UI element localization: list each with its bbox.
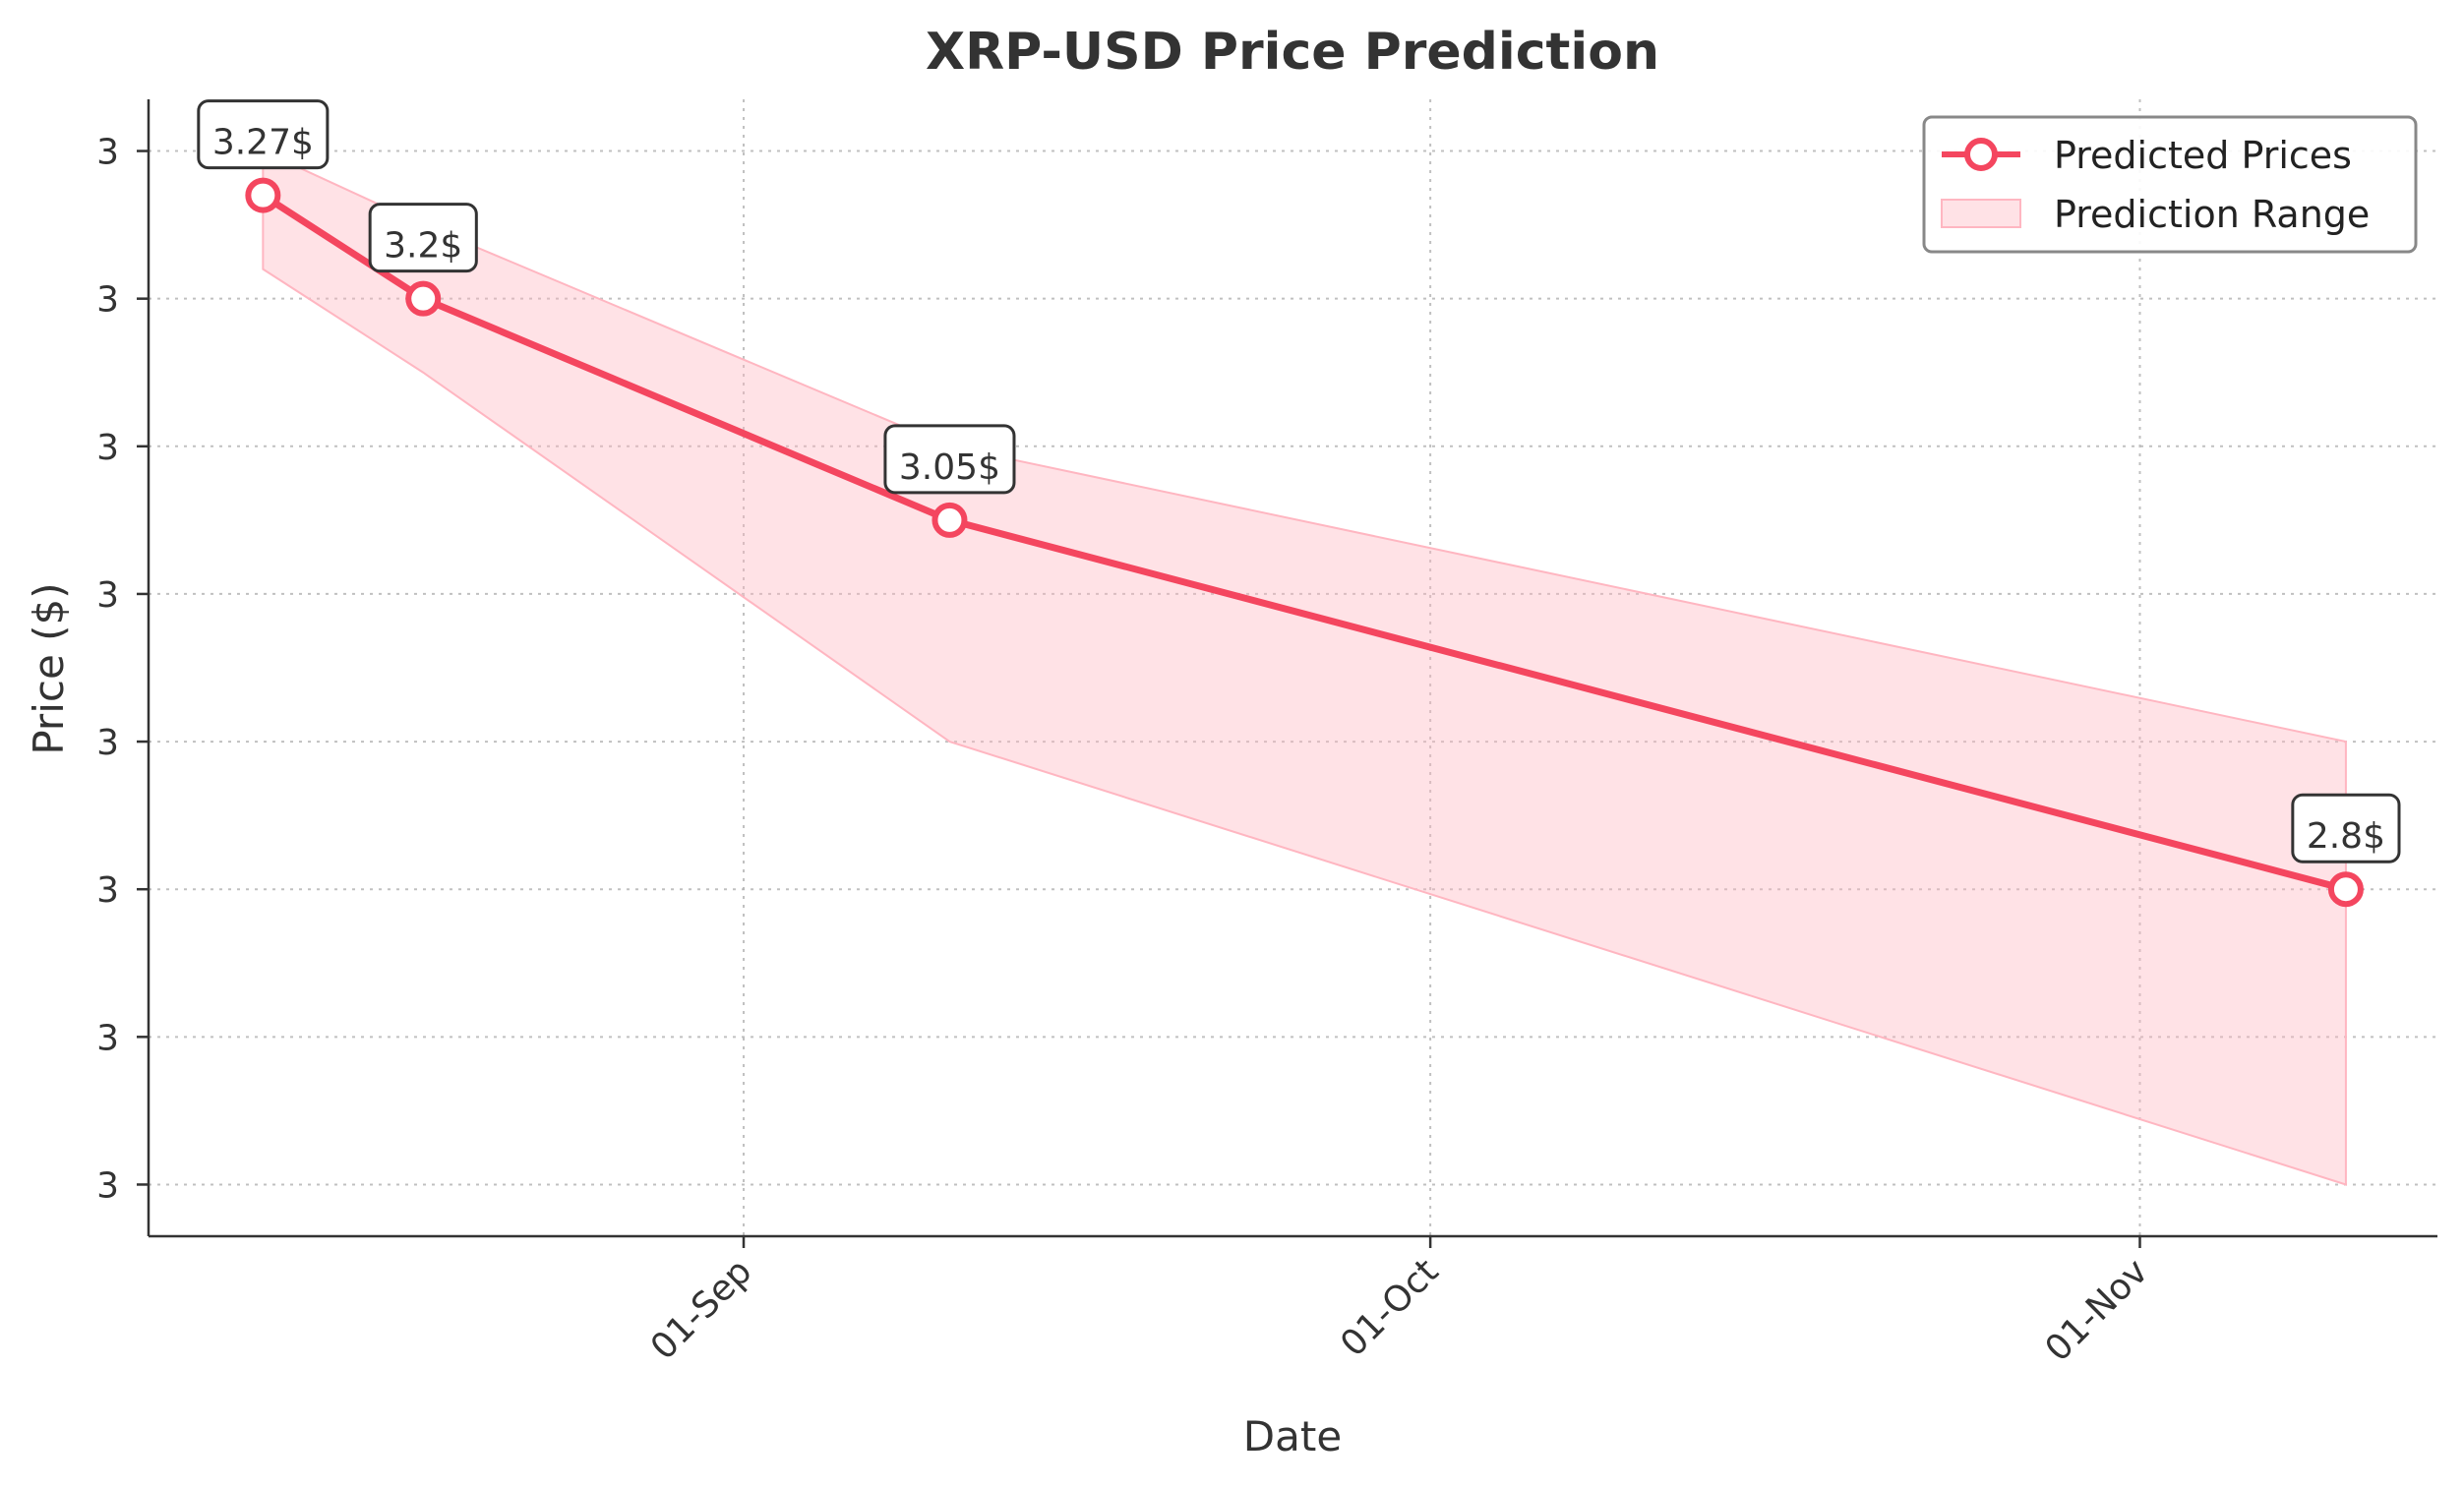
data-label: 2.8$ [2291, 793, 2401, 863]
data-label: 3.05$ [883, 424, 1016, 495]
legend-label-predicted-prices: Predicted Prices [2054, 134, 2352, 177]
legend-box [1922, 115, 2418, 254]
chart-title: XRP-USD Price Prediction [926, 23, 1659, 82]
predicted-price-line-group [261, 192, 2347, 893]
x-axis-label: Date [1243, 1412, 1342, 1460]
data-label-text: 3.27$ [212, 123, 314, 163]
y-tick-label: 3 [96, 1165, 119, 1206]
data-label: 3.2$ [368, 203, 478, 273]
y-tick-label: 3 [96, 870, 119, 911]
predicted-price-point [405, 280, 442, 317]
data-labels: 3.27$ 3.2$ 3.05$ 2.8$ [197, 99, 2401, 863]
y-axis-label: Price ($) [25, 582, 73, 754]
y-tick-label: 3 [96, 280, 119, 321]
predicted-price-point [2327, 871, 2364, 908]
y-tick-label: 3 [96, 1018, 119, 1058]
prediction-range-band [262, 149, 2347, 1186]
data-label-text: 3.2$ [384, 226, 462, 267]
y-tick-label: 3 [96, 428, 119, 468]
data-label-text: 2.8$ [2307, 816, 2385, 857]
y-axis-ticks: 3 3 3 3 3 3 3 3 [96, 133, 149, 1206]
data-label-box [883, 424, 1016, 495]
y-tick-label: 3 [96, 575, 119, 616]
predicted-price-point [245, 177, 281, 213]
data-label-box [368, 203, 478, 273]
data-label-box [2291, 793, 2401, 863]
legend: Predicted Prices Prediction Range [1922, 115, 2418, 254]
prediction-range-area [262, 149, 2347, 1186]
data-label-box [197, 99, 330, 170]
predicted-price-line [261, 192, 2347, 893]
legend-marker-swatch [1964, 138, 1998, 171]
y-tick-label: 3 [96, 133, 119, 173]
predicted-price-markers [245, 177, 2364, 908]
predicted-price-point [932, 502, 968, 538]
data-label-text: 3.05$ [899, 447, 1000, 488]
legend-label-prediction-range: Prediction Range [2054, 193, 2370, 236]
data-label: 3.27$ [197, 99, 330, 170]
y-tick-label: 3 [96, 723, 119, 763]
legend-range-swatch [1941, 199, 2021, 228]
